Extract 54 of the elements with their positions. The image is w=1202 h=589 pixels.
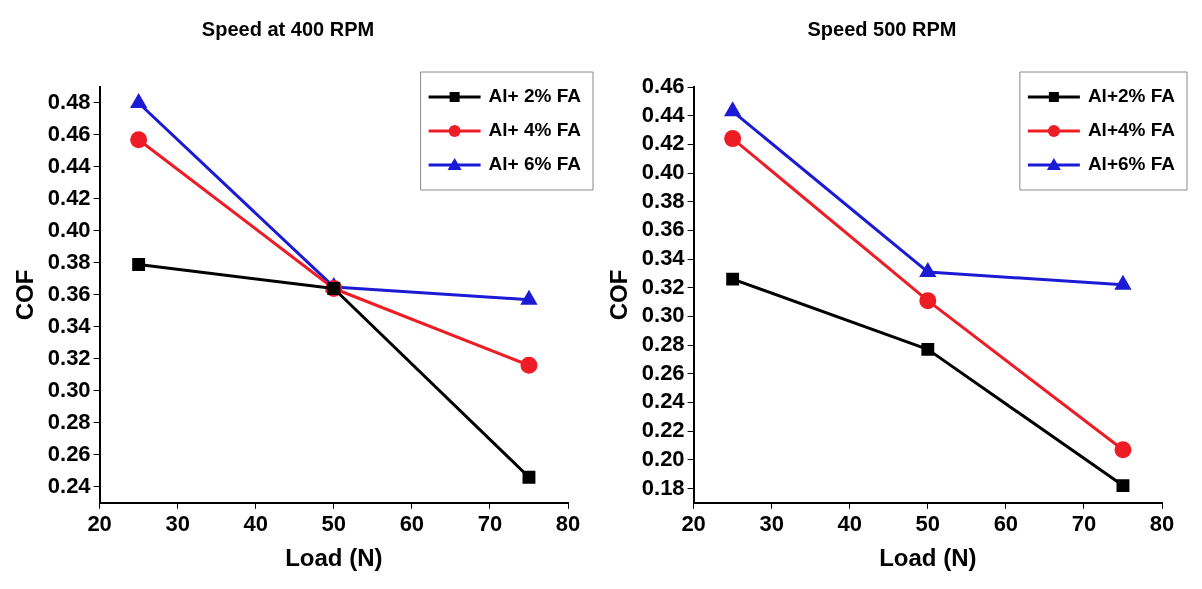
x-tick-label: 20 [681, 511, 706, 537]
x-tick-label: 50 [915, 511, 941, 537]
x-tick-label: 20 [87, 511, 112, 537]
x-tick-label: 30 [759, 511, 784, 537]
y-tick-label: 0.38 [47, 248, 91, 274]
y-tick-label: 0.26 [641, 359, 685, 385]
y-tick-label: 0.24 [641, 388, 686, 414]
legend-label: Al+ 4% FA [488, 119, 582, 141]
y-tick-label: 0.30 [47, 376, 91, 402]
y-tick-label: 0.18 [641, 474, 685, 500]
chart-title: Speed at 400 RPM [201, 17, 375, 40]
y-tick-label: 0.40 [641, 159, 685, 185]
chart-title: Speed 500 RPM [807, 17, 957, 40]
y-tick-label: 0.32 [47, 344, 91, 370]
x-tick-label: 40 [243, 511, 268, 537]
x-tick-label: 30 [165, 511, 190, 537]
y-tick-label: 0.34 [47, 312, 92, 338]
x-tick-label: 70 [1071, 511, 1097, 537]
x-tick-label: 60 [993, 511, 1019, 537]
legend-label: Al+4% FA [1087, 119, 1176, 141]
legend-label: Al+2% FA [1087, 85, 1176, 107]
y-tick-label: 0.28 [47, 408, 91, 434]
x-axis-title: Load (N) [879, 544, 977, 572]
y-axis-title: COF [605, 269, 633, 321]
x-tick-label: 60 [399, 511, 425, 537]
y-tick-label: 0.42 [47, 185, 91, 211]
x-axis-title: Load (N) [285, 544, 383, 572]
y-tick-label: 0.40 [47, 216, 91, 242]
y-tick-label: 0.46 [641, 73, 685, 99]
x-tick-label: 70 [477, 511, 503, 537]
legend-label: Al+6% FA [1087, 153, 1176, 175]
legend-label: Al+ 6% FA [488, 153, 582, 175]
y-tick-label: 0.30 [641, 302, 685, 328]
y-tick-label: 0.26 [47, 440, 91, 466]
y-tick-label: 0.46 [47, 121, 91, 147]
y-tick-label: 0.38 [641, 187, 685, 213]
y-tick-label: 0.34 [641, 245, 686, 271]
legend-label: Al+ 2% FA [488, 85, 582, 107]
x-tick-label: 40 [837, 511, 862, 537]
y-tick-label: 0.44 [47, 153, 92, 179]
y-tick-label: 0.42 [641, 130, 685, 156]
y-tick-label: 0.36 [47, 280, 91, 306]
y-tick-label: 0.36 [641, 216, 685, 242]
y-tick-label: 0.22 [641, 417, 685, 443]
y-tick-label: 0.24 [47, 472, 92, 498]
y-tick-label: 0.32 [641, 273, 685, 299]
x-tick-label: 50 [321, 511, 347, 537]
y-tick-label: 0.44 [641, 101, 686, 127]
y-tick-label: 0.28 [641, 331, 685, 357]
y-tick-label: 0.48 [47, 89, 91, 115]
y-tick-label: 0.20 [641, 445, 685, 471]
y-axis-title: COF [11, 269, 39, 321]
x-tick-label: 80 [555, 511, 581, 537]
x-tick-label: 80 [1149, 511, 1175, 537]
